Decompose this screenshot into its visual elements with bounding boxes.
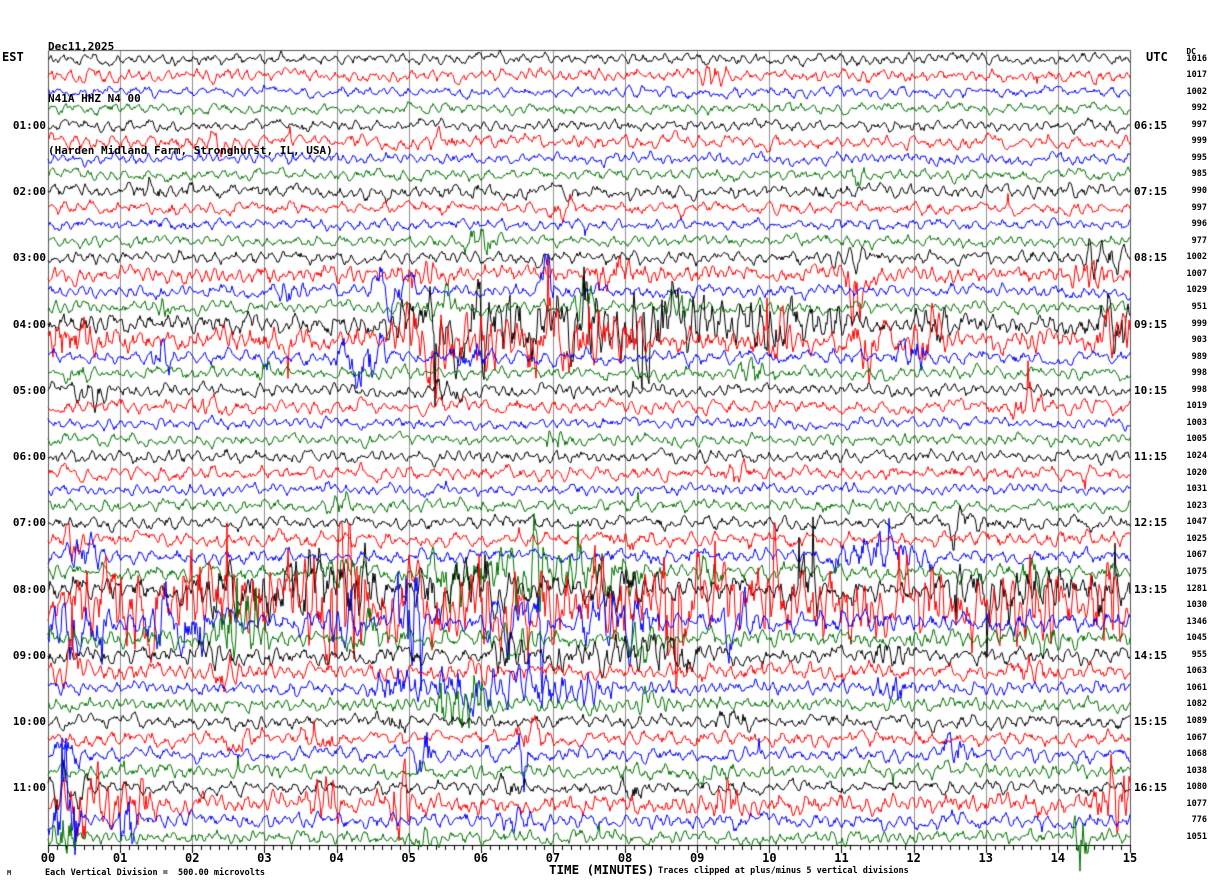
- minute-label: 03: [257, 851, 272, 865]
- est-hour-label: 02:00: [12, 185, 46, 198]
- title-location: (Harden Midland Farm, Stronghurst, IL, U…: [48, 144, 333, 157]
- dc-value: 992: [1191, 103, 1207, 114]
- est-hour-label: 05:00: [12, 383, 46, 397]
- dc-value: 1061: [1186, 682, 1207, 693]
- footer-clip-note: Traces clipped at plus/minus 5 vertical …: [658, 866, 909, 876]
- dc-value: 989: [1191, 351, 1207, 362]
- dc-value: 1025: [1186, 533, 1207, 544]
- title-block: Dec11,2025 N41A HHZ N4 00 (Harden Midlan…: [48, 2, 333, 196]
- utc-hour-label: 12:15: [1134, 516, 1168, 530]
- dc-value: 985: [1191, 169, 1207, 180]
- watermark-mark: M: [7, 869, 12, 877]
- est-hour-label: 10:00: [12, 715, 46, 728]
- dc-value: 999: [1191, 318, 1207, 329]
- dc-value: 1075: [1186, 566, 1207, 577]
- minute-label: 11: [834, 851, 849, 865]
- left-axis-title: EST: [2, 50, 24, 64]
- minute-label: 08: [617, 851, 633, 865]
- dc-value: 1005: [1186, 434, 1207, 445]
- est-hour-label: 07:00: [12, 516, 46, 530]
- title-station: N41A HHZ N4 00: [48, 92, 141, 105]
- dc-value: 1080: [1186, 782, 1207, 793]
- utc-hour-label: 06:15: [1134, 118, 1168, 132]
- est-hour-label: 11:00: [12, 781, 46, 795]
- dc-value: 1281: [1186, 583, 1207, 594]
- minute-label: 07: [545, 851, 561, 865]
- minute-label: 00: [40, 851, 56, 865]
- dc-value: 1002: [1186, 86, 1207, 97]
- utc-hour-label: 08:15: [1134, 251, 1168, 265]
- dc-value: 776: [1191, 815, 1207, 826]
- dc-value: 903: [1191, 335, 1207, 346]
- dc-value: 1082: [1186, 699, 1207, 710]
- right-axis-title: UTC: [1146, 50, 1168, 64]
- title-date: Dec11,2025: [48, 40, 115, 53]
- utc-hour-label: 14:15: [1134, 648, 1168, 662]
- minute-label: 13: [978, 851, 993, 865]
- dc-value: 1029: [1186, 285, 1207, 296]
- dc-value: 997: [1191, 202, 1207, 213]
- minute-label: 10: [762, 851, 777, 865]
- dc-value: 1024: [1186, 451, 1207, 461]
- x-axis-title: TIME (MINUTES): [549, 862, 655, 877]
- est-hour-label: 03:00: [12, 251, 46, 265]
- dc-value: 1017: [1186, 70, 1207, 81]
- dc-value: 1016: [1186, 53, 1207, 64]
- footer-division-note: Each Vertical Division = 500.00 microvol…: [45, 868, 266, 878]
- dc-value: 995: [1191, 152, 1207, 163]
- dc-value: 1007: [1186, 268, 1207, 279]
- dc-column-header: DC: [1186, 47, 1196, 56]
- est-hour-label: 06:00: [12, 450, 46, 463]
- dc-value: 998: [1191, 368, 1207, 379]
- est-hour-label: 04:00: [12, 317, 46, 331]
- utc-hour-label: 16:15: [1134, 781, 1168, 795]
- minute-label: 12: [906, 851, 921, 865]
- dc-value: 1047: [1186, 517, 1207, 528]
- minute-label: 01: [112, 851, 128, 865]
- dc-value: 1067: [1186, 550, 1207, 561]
- dc-value: 1068: [1186, 749, 1207, 760]
- dc-value: 1051: [1186, 831, 1207, 842]
- dc-value: 1030: [1186, 600, 1207, 611]
- dc-value: 1089: [1186, 716, 1207, 726]
- dc-value: 990: [1191, 186, 1207, 196]
- minute-label: 15: [1122, 851, 1138, 865]
- dc-value: 999: [1191, 136, 1207, 147]
- dc-value: 1063: [1186, 666, 1207, 677]
- dc-value: 1346: [1186, 616, 1207, 627]
- dc-value: 1002: [1186, 252, 1207, 263]
- dc-value: 1020: [1186, 467, 1207, 478]
- dc-value: 1019: [1186, 401, 1207, 412]
- dc-value: 1045: [1186, 633, 1207, 644]
- minute-label: 09: [689, 851, 705, 865]
- dc-value: 1038: [1186, 765, 1207, 776]
- dc-value: 951: [1191, 301, 1207, 312]
- dc-value: 1067: [1186, 732, 1207, 743]
- utc-hour-label: 07:15: [1134, 185, 1168, 198]
- minute-label: 14: [1050, 851, 1066, 865]
- dc-value: 998: [1191, 384, 1207, 395]
- dc-value: 1023: [1186, 500, 1207, 511]
- dc-value: 977: [1191, 235, 1207, 246]
- est-hour-label: 01:00: [12, 118, 46, 132]
- utc-hour-label: 10:15: [1134, 383, 1168, 397]
- dc-value: 996: [1191, 219, 1207, 230]
- minute-label: 05: [401, 851, 416, 865]
- est-hour-label: 09:00: [12, 648, 46, 662]
- minute-label: 04: [329, 851, 344, 865]
- dc-value: 955: [1191, 649, 1207, 660]
- dc-value: 1031: [1186, 484, 1207, 495]
- dc-value: 997: [1191, 119, 1207, 130]
- dc-value: 1077: [1186, 798, 1207, 809]
- dc-value: 1003: [1186, 417, 1207, 428]
- est-hour-label: 08:00: [12, 582, 46, 596]
- utc-hour-label: 15:15: [1134, 715, 1168, 728]
- utc-hour-label: 09:15: [1134, 317, 1168, 331]
- minute-label: 06: [473, 851, 489, 865]
- minute-label: 02: [185, 851, 200, 865]
- utc-hour-label: 11:15: [1134, 450, 1168, 463]
- utc-hour-label: 13:15: [1134, 582, 1168, 596]
